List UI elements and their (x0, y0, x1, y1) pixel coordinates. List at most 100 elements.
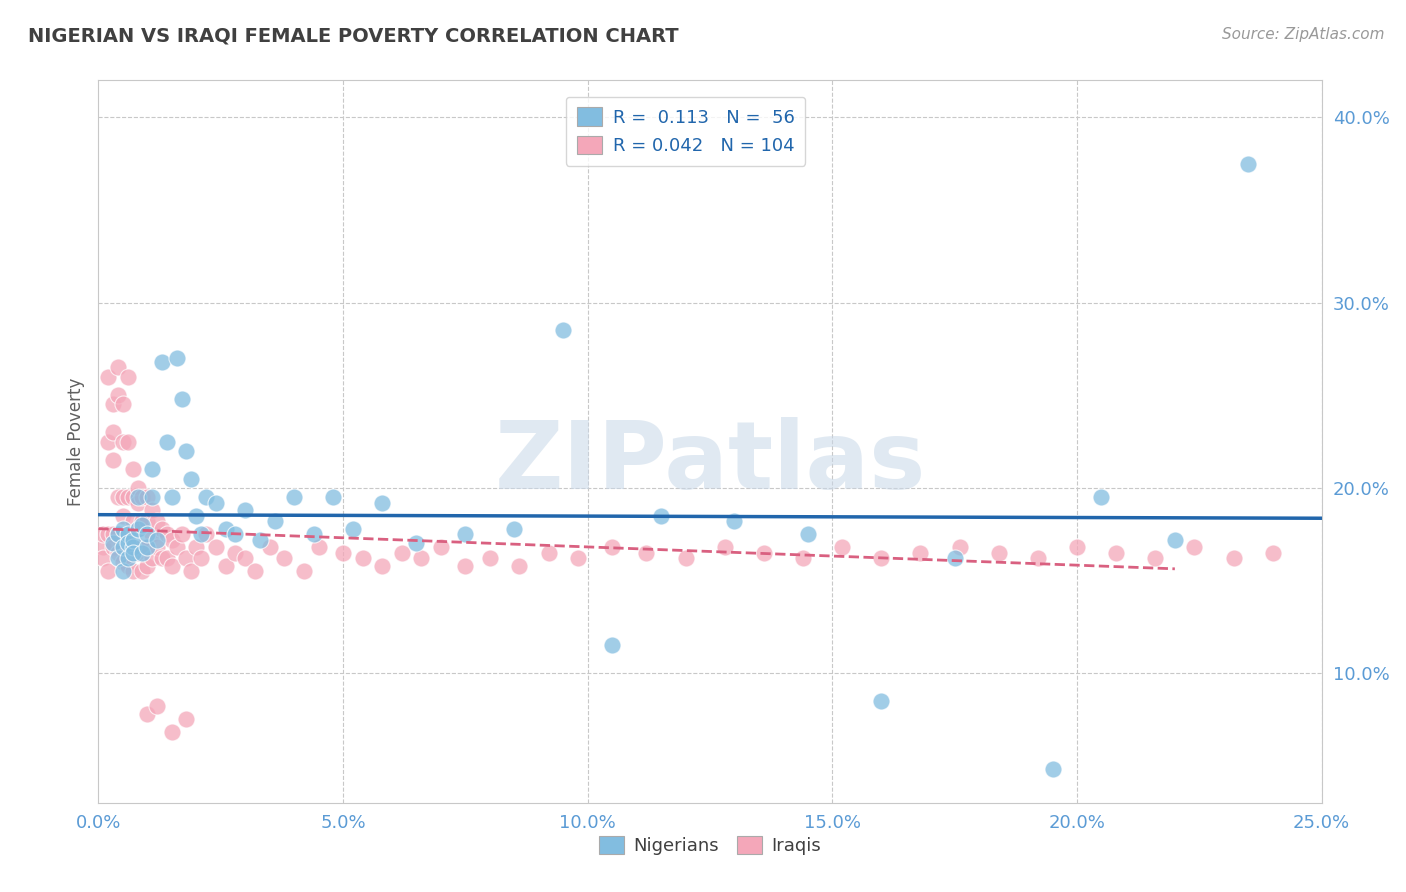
Point (117, 490, 139, 504)
Point (136, 540, 159, 554)
Point (107, 527, 129, 541)
Point (117, 434, 139, 449)
Point (107, 546, 129, 560)
Point (259, 540, 281, 554)
Point (107, 551, 129, 566)
Point (141, 551, 163, 566)
Point (797, 527, 820, 541)
Point (131, 546, 153, 560)
Point (870, 551, 893, 566)
Point (948, 540, 970, 554)
Point (170, 527, 193, 541)
Point (870, 694, 893, 708)
Point (127, 522, 149, 536)
Point (636, 546, 658, 560)
Point (537, 546, 560, 560)
Point (97, 434, 120, 449)
Point (97, 369, 120, 384)
Point (111, 434, 134, 449)
Point (101, 536, 124, 550)
Point (156, 527, 179, 541)
Point (273, 551, 295, 566)
Point (600, 540, 623, 554)
Point (101, 397, 124, 411)
Point (1261, 546, 1284, 560)
Point (186, 540, 208, 554)
Point (176, 713, 198, 727)
Point (233, 503, 256, 517)
Point (141, 462, 163, 476)
Point (186, 508, 208, 523)
Point (553, 323, 575, 337)
Point (121, 462, 143, 476)
Point (430, 540, 453, 554)
Point (146, 540, 169, 554)
Point (723, 514, 745, 528)
Point (131, 490, 153, 504)
Point (831, 540, 853, 554)
Point (131, 540, 153, 554)
Text: ZIPatlas: ZIPatlas (495, 417, 925, 509)
Point (141, 527, 163, 541)
Point (111, 397, 134, 411)
Point (214, 558, 236, 573)
Point (146, 699, 169, 714)
Point (352, 551, 374, 566)
Point (136, 558, 159, 573)
Point (141, 490, 163, 504)
Point (97, 527, 120, 541)
Point (127, 522, 149, 536)
Y-axis label: Female Poverty: Female Poverty (66, 377, 84, 506)
Point (127, 496, 149, 510)
Point (292, 564, 315, 578)
Point (302, 527, 325, 541)
Point (1090, 490, 1112, 504)
Point (136, 527, 159, 541)
Point (214, 522, 236, 536)
Point (243, 564, 266, 578)
Point (160, 725, 183, 739)
Point (117, 536, 139, 550)
Point (322, 490, 344, 504)
Point (224, 546, 246, 560)
Point (127, 490, 149, 504)
Point (342, 522, 364, 536)
Point (111, 490, 134, 504)
Point (503, 522, 526, 536)
Point (205, 496, 228, 510)
Point (454, 558, 477, 573)
Point (224, 527, 246, 541)
Point (111, 564, 134, 578)
Point (101, 425, 124, 440)
Point (508, 558, 530, 573)
Point (101, 540, 124, 554)
Point (190, 551, 212, 566)
Point (332, 546, 354, 560)
Point (121, 514, 143, 528)
Point (117, 558, 139, 573)
Point (117, 527, 139, 541)
Legend: Nigerians, Iraqis: Nigerians, Iraqis (592, 829, 828, 863)
Point (1042, 763, 1064, 777)
Point (111, 522, 134, 536)
Point (91, 540, 114, 554)
Point (283, 490, 305, 504)
Point (205, 540, 228, 554)
Point (910, 546, 932, 560)
Point (111, 555, 134, 569)
Point (136, 540, 159, 554)
Point (156, 551, 179, 566)
Text: Source: ZipAtlas.com: Source: ZipAtlas.com (1222, 27, 1385, 42)
Point (146, 514, 169, 528)
Point (131, 564, 153, 578)
Point (713, 540, 735, 554)
Point (121, 533, 143, 547)
Point (1237, 156, 1260, 170)
Point (478, 551, 501, 566)
Point (160, 533, 183, 547)
Point (111, 508, 134, 523)
Point (1026, 551, 1049, 566)
Point (141, 503, 163, 517)
Point (150, 551, 173, 566)
Point (136, 514, 159, 528)
